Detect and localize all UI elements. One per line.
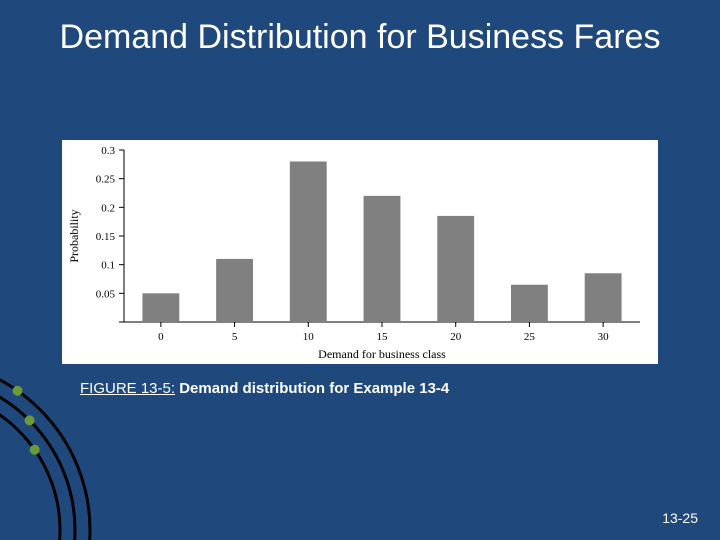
svg-text:5: 5 — [232, 331, 238, 343]
svg-text:0.15: 0.15 — [96, 231, 116, 243]
caption-prefix: FIGURE 13-5: — [80, 380, 175, 397]
demand-bar-chart: 0.05 0.1 0.15 0.2 0.25 0.3 0 5 10 15 20 25 30 Demand … — [62, 140, 658, 364]
svg-text:0: 0 — [158, 331, 164, 343]
svg-text:Probability: Probability — [67, 209, 81, 262]
svg-text:25: 25 — [524, 331, 536, 343]
svg-text:10: 10 — [303, 331, 315, 343]
figure-caption: FIGURE 13-5: Demand distribution for Exa… — [80, 380, 449, 397]
svg-text:20: 20 — [450, 331, 462, 343]
svg-text:0.3: 0.3 — [101, 145, 115, 157]
svg-text:0.25: 0.25 — [96, 174, 116, 186]
svg-text:0.2: 0.2 — [101, 202, 115, 214]
chart-panel: 0.05 0.1 0.15 0.2 0.25 0.3 0 5 10 15 20 25 30 Demand … — [62, 140, 658, 364]
svg-text:0.1: 0.1 — [101, 260, 115, 272]
svg-text:Demand for business class: Demand for business class — [318, 347, 446, 361]
svg-text:30: 30 — [598, 331, 610, 343]
page-number: 13-25 — [662, 510, 698, 526]
svg-text:0.05: 0.05 — [96, 288, 116, 300]
caption-rest: Demand distribution for Example 13-4 — [175, 380, 449, 397]
slide: Demand Distribution for Business Fares 0… — [0, 0, 720, 540]
svg-text:15: 15 — [377, 331, 389, 343]
slide-title: Demand Distribution for Business Fares — [30, 18, 690, 57]
